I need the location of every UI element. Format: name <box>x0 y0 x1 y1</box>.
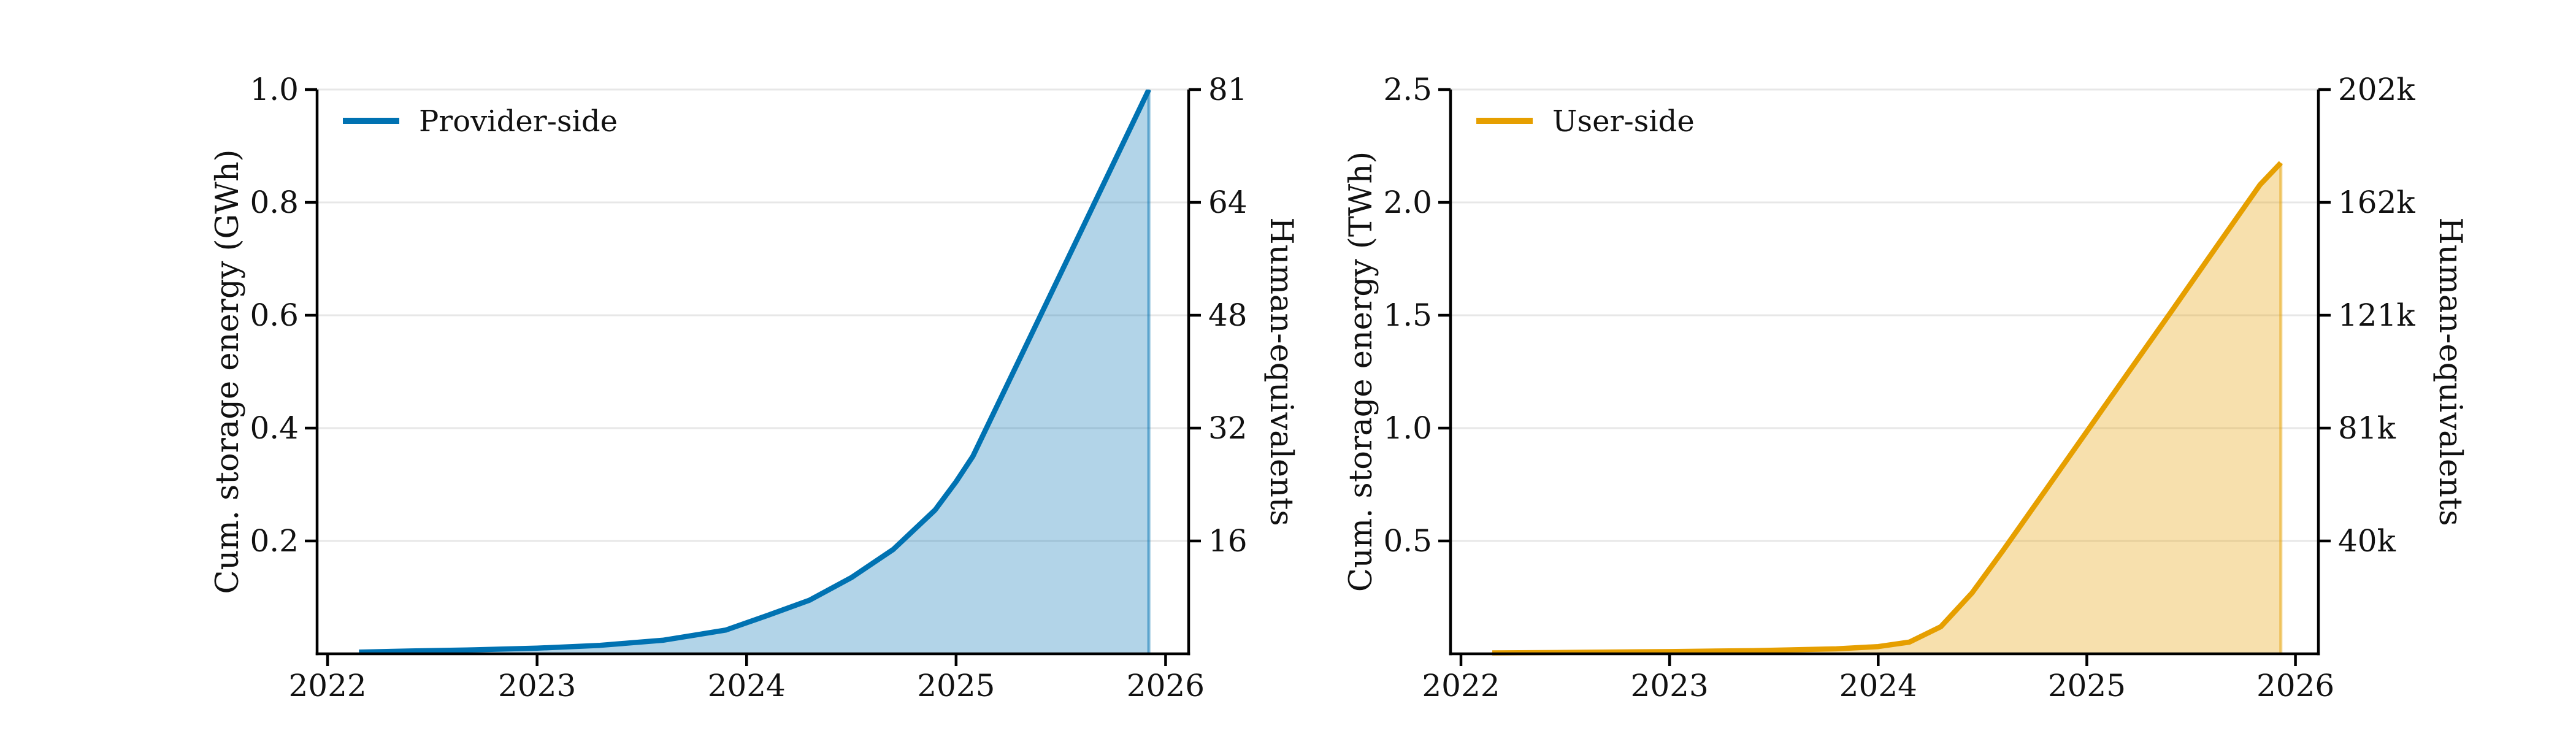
y2-tick-label: 32 <box>1208 410 1248 446</box>
series-line <box>1492 161 2283 656</box>
user-side-panel: 2022 2023 2024 2025 2026 0.5 1.0 1.5 2.0 2.5 40k 81… <box>1343 72 2468 703</box>
y-tick-label: 1.0 <box>250 72 299 107</box>
x-tick-label: 2022 <box>1422 668 1500 703</box>
series-line <box>359 90 1151 655</box>
y-tick-label: 0.8 <box>250 185 299 220</box>
y-tick-label: 2.5 <box>1383 72 1432 107</box>
y2-tick-label: 81k <box>2338 410 2396 446</box>
y2-tick-label: 202k <box>2338 72 2415 107</box>
y2-tick-label: 121k <box>2338 297 2415 333</box>
x-tick-label: 2026 <box>2256 668 2334 703</box>
y2-tick-label: 16 <box>1208 523 1248 559</box>
y-tick-label: 2.0 <box>1383 185 1432 220</box>
y2-tick-label: 64 <box>1208 185 1248 220</box>
y2-tick-label: 162k <box>2338 185 2415 220</box>
y2-axis-title: Human-equivalents <box>1263 217 1299 526</box>
legend-label: User-side <box>1552 104 1695 139</box>
y-axis-title: Cum. storage energy (TWh) <box>1343 151 1379 592</box>
y2-tick-label: 48 <box>1208 297 1248 333</box>
y-tick-label: 0.2 <box>250 523 299 559</box>
x-tick-label: 2023 <box>498 668 576 703</box>
y-tick-label: 1.5 <box>1383 297 1432 333</box>
y-tick-label: 1.0 <box>1383 410 1432 446</box>
provider-side-panel: 2022 2023 2024 2025 2026 0.2 0.4 0.6 0.8 1.0 16 32 4… <box>210 72 1299 703</box>
x-tick-label: 2024 <box>1839 668 1917 703</box>
area-fill <box>1492 163 2281 654</box>
x-tick-label: 2026 <box>1127 668 1205 703</box>
legend-label: Provider-side <box>419 104 618 139</box>
y2-tick-label: 40k <box>2338 523 2396 559</box>
x-tick-label: 2025 <box>917 668 995 703</box>
y-tick-label: 0.4 <box>250 410 299 446</box>
y-tick-label: 0.6 <box>250 297 299 333</box>
y2-axis-title: Human-equivalents <box>2432 217 2468 526</box>
y2-tick-label: 81 <box>1208 72 1248 107</box>
x-tick-label: 2023 <box>1631 668 1709 703</box>
y-tick-label: 0.5 <box>1383 523 1432 559</box>
y-axis-title: Cum. storage energy (GWh) <box>210 150 246 594</box>
area-fill <box>359 90 1149 654</box>
x-tick-label: 2022 <box>288 668 366 703</box>
x-tick-label: 2024 <box>708 668 786 703</box>
x-tick-label: 2025 <box>2048 668 2126 703</box>
